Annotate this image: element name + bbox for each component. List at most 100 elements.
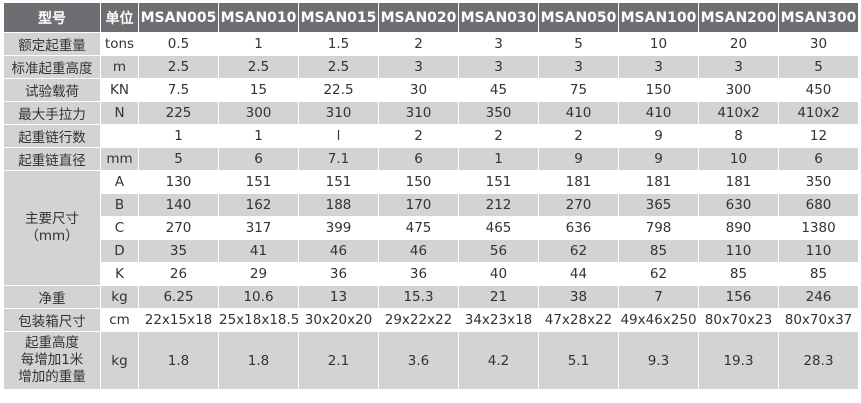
value-cell: 151 [218, 170, 299, 194]
value-cell: 410x2 [778, 101, 859, 125]
unit-cell: A [100, 170, 139, 194]
value-cell: 15 [218, 78, 299, 102]
value-cell: 4.2 [458, 331, 539, 390]
value-cell: 46 [378, 239, 459, 263]
value-cell: 225 [138, 101, 219, 125]
value-cell: 212 [458, 193, 539, 217]
value-cell: 10 [618, 32, 699, 56]
unit-cell: kg [100, 285, 139, 309]
value-cell: 1 [138, 124, 219, 148]
value-cell: 246 [778, 285, 859, 309]
value-cell: 2 [458, 124, 539, 148]
value-cell: 465 [458, 216, 539, 240]
header-model-name: MSAN100 [618, 2, 699, 33]
value-cell: 22.5 [298, 78, 379, 102]
header-model-name: MSAN300 [778, 2, 859, 33]
value-cell: 151 [458, 170, 539, 194]
table-row: 标准起重高度 m 2.5 2.5 2.5 3 3 3 3 3 5 [3, 55, 859, 79]
value-cell: 1.8 [218, 331, 299, 390]
value-cell: 6.25 [138, 285, 219, 309]
row-label-line: 起重高度 [25, 335, 79, 351]
spec-table: 型号 单位 MSAN005 MSAN010 MSAN015 MSAN020 MS… [3, 2, 859, 390]
unit-cell: kg [100, 331, 139, 390]
value-cell: 44 [538, 262, 619, 286]
value-cell: 410 [618, 101, 699, 125]
row-label: 标准起重高度 [3, 55, 101, 79]
value-cell: 7.5 [138, 78, 219, 102]
value-cell: 80x70x23 [698, 308, 779, 332]
value-cell: 6 [218, 147, 299, 171]
value-cell: 85 [698, 262, 779, 286]
value-cell: l [298, 124, 379, 148]
value-cell: 7.1 [298, 147, 379, 171]
value-cell: 110 [778, 239, 859, 263]
table-row: 最大手拉力 N 225 300 310 310 350 410 410 410x2 410x2 [3, 101, 859, 125]
value-cell: 30 [778, 32, 859, 56]
value-cell: 29 [218, 262, 299, 286]
value-cell: 410 [538, 101, 619, 125]
value-cell: 7 [618, 285, 699, 309]
unit-cell: K [100, 262, 139, 286]
value-cell: 25x18x18.5 [218, 308, 299, 332]
value-cell: 270 [538, 193, 619, 217]
value-cell: 1.8 [138, 331, 219, 390]
value-cell: 34x23x18 [458, 308, 539, 332]
header-model-name: MSAN005 [138, 2, 219, 33]
value-cell: 140 [138, 193, 219, 217]
table-row: 起重高度 每增加1米 增加的重量 kg 1.8 1.8 2.1 3.6 4.2 5.1 9.3 19.… [3, 331, 859, 390]
value-cell: 10.6 [218, 285, 299, 309]
value-cell: 399 [298, 216, 379, 240]
value-cell: 28.3 [778, 331, 859, 390]
value-cell: 30x20x20 [298, 308, 379, 332]
value-cell: 10 [698, 147, 779, 171]
header-model: 型号 [3, 2, 101, 33]
value-cell: 410x2 [698, 101, 779, 125]
value-cell: 19.3 [698, 331, 779, 390]
row-label: 净重 [3, 285, 101, 309]
value-cell: 56 [458, 239, 539, 263]
value-cell: 36 [298, 262, 379, 286]
value-cell: 150 [618, 78, 699, 102]
value-cell: 181 [618, 170, 699, 194]
value-cell: 29x22x22 [378, 308, 459, 332]
value-cell: 85 [778, 262, 859, 286]
value-cell: 62 [618, 262, 699, 286]
value-cell: 2.5 [138, 55, 219, 79]
value-cell: 5 [138, 147, 219, 171]
unit-cell: cm [100, 308, 139, 332]
value-cell: 450 [778, 78, 859, 102]
unit-cell: tons [100, 32, 139, 56]
value-cell: 181 [538, 170, 619, 194]
value-cell: 3.6 [378, 331, 459, 390]
value-cell: 310 [298, 101, 379, 125]
value-cell: 156 [698, 285, 779, 309]
value-cell: 181 [698, 170, 779, 194]
header-unit: 单位 [100, 2, 139, 33]
value-cell: 12 [778, 124, 859, 148]
row-label: 起重链直径 [3, 147, 101, 171]
row-label: 起重高度 每增加1米 增加的重量 [3, 331, 101, 390]
value-cell: 317 [218, 216, 299, 240]
table-row: 试验载荷 KN 7.5 15 22.5 30 45 75 150 300 450 [3, 78, 859, 102]
value-cell: 6 [378, 147, 459, 171]
value-cell: 47x28x22 [538, 308, 619, 332]
value-cell: 5 [538, 32, 619, 56]
value-cell: 2.1 [298, 331, 379, 390]
value-cell: 21 [458, 285, 539, 309]
value-cell: 3 [378, 55, 459, 79]
table-row: C 270 317 399 475 465 636 798 890 1380 [4, 216, 859, 240]
value-cell: 1 [218, 124, 299, 148]
value-cell: 680 [778, 193, 859, 217]
value-cell: 2.5 [218, 55, 299, 79]
value-cell: 300 [218, 101, 299, 125]
value-cell: 22x15x18 [138, 308, 219, 332]
unit-cell [100, 124, 139, 148]
value-cell: 2 [378, 32, 459, 56]
unit-cell: mm [100, 147, 139, 171]
value-cell: 9.3 [618, 331, 699, 390]
value-cell: 170 [378, 193, 459, 217]
value-cell: 162 [218, 193, 299, 217]
row-label: 包装箱尺寸 [3, 308, 101, 332]
value-cell: 3 [538, 55, 619, 79]
value-cell: 636 [538, 216, 619, 240]
